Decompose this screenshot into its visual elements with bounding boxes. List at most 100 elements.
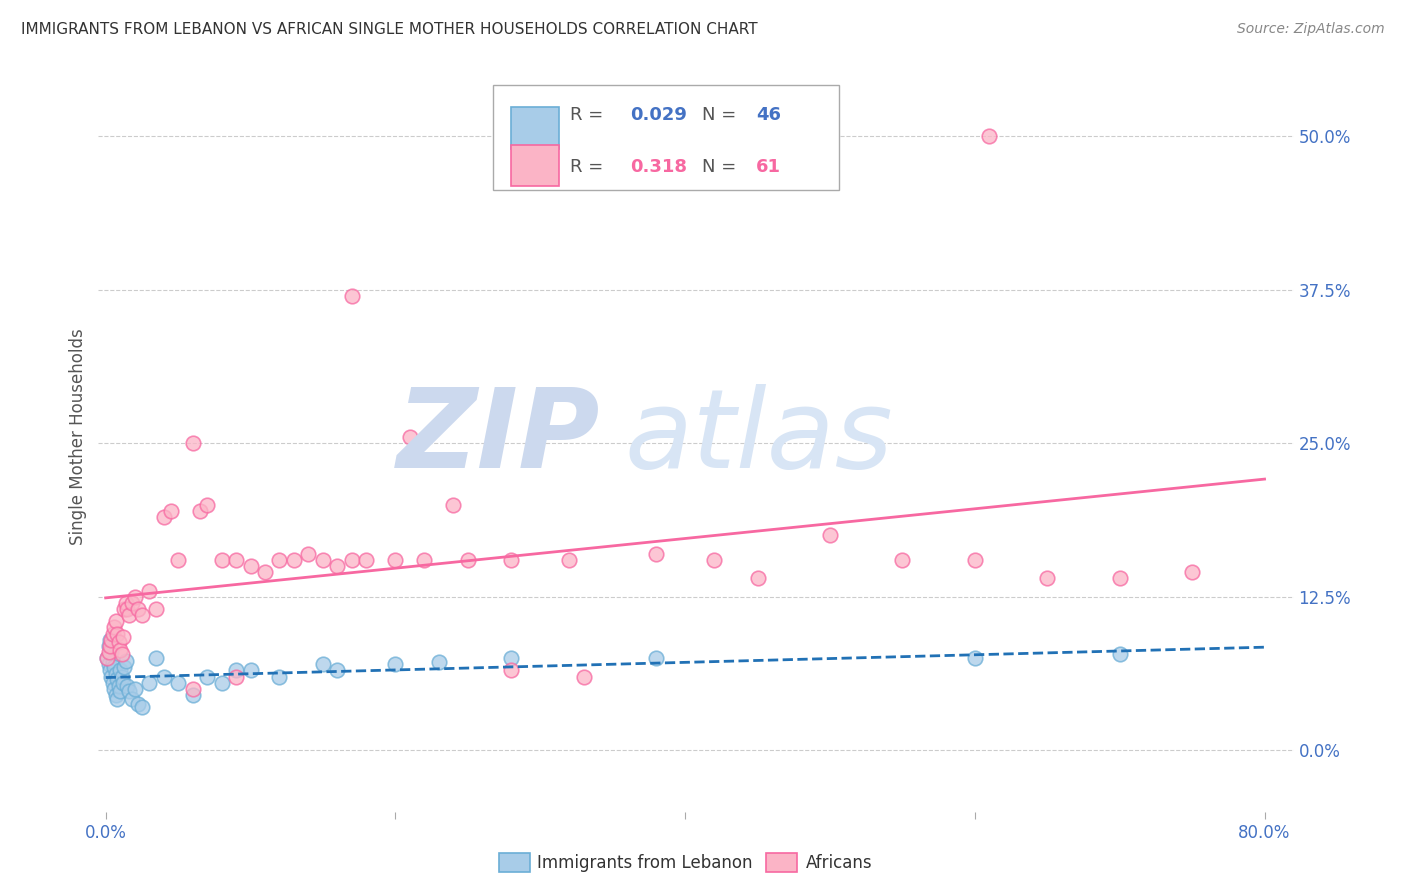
Point <box>501 664 523 678</box>
Point <box>145 602 167 616</box>
Point <box>225 553 247 567</box>
Point <box>98 664 121 678</box>
Point <box>115 596 138 610</box>
Point <box>138 675 160 690</box>
Point <box>108 664 131 678</box>
Point <box>195 498 218 512</box>
Point <box>127 602 149 616</box>
Point <box>356 553 378 567</box>
Point <box>1181 565 1204 579</box>
Point <box>112 675 135 690</box>
Point <box>645 547 668 561</box>
Point <box>384 657 406 672</box>
Point <box>211 675 233 690</box>
Point <box>413 553 436 567</box>
Point <box>427 655 450 669</box>
Point <box>645 651 668 665</box>
Point <box>181 436 204 450</box>
Point <box>110 670 132 684</box>
Point <box>105 691 128 706</box>
Bar <box>510 145 558 186</box>
Point <box>97 639 120 653</box>
Point <box>979 129 1001 144</box>
Point <box>131 608 153 623</box>
Point <box>118 684 141 698</box>
Point <box>103 620 125 634</box>
Point <box>152 510 174 524</box>
Text: 61: 61 <box>756 159 780 177</box>
Point <box>703 553 725 567</box>
Point <box>283 553 305 567</box>
Point <box>108 684 131 698</box>
Point <box>384 553 406 567</box>
Point <box>269 553 291 567</box>
Text: N =: N = <box>702 159 742 177</box>
Point <box>818 528 841 542</box>
Point <box>891 553 914 567</box>
Point <box>441 498 464 512</box>
Point <box>167 675 190 690</box>
Point <box>160 504 183 518</box>
Point <box>131 700 153 714</box>
Bar <box>510 107 558 149</box>
Point <box>124 681 146 696</box>
Point <box>239 664 262 678</box>
Point <box>100 632 122 647</box>
Point <box>558 553 581 567</box>
Point <box>121 691 143 706</box>
Point <box>121 596 143 610</box>
Point <box>312 657 335 672</box>
Point <box>101 626 124 640</box>
Point <box>101 675 124 690</box>
Point <box>124 590 146 604</box>
Text: N =: N = <box>702 106 742 124</box>
Point <box>114 602 136 616</box>
Point <box>1108 571 1130 585</box>
Point <box>501 553 523 567</box>
Point <box>97 645 120 659</box>
Point <box>108 642 131 657</box>
Point <box>747 571 769 585</box>
Y-axis label: Single Mother Households: Single Mother Households <box>69 329 87 545</box>
Point <box>104 615 127 629</box>
Point <box>115 654 138 668</box>
Point <box>326 664 349 678</box>
Point <box>195 670 218 684</box>
Point <box>326 559 349 574</box>
Text: R =: R = <box>571 159 609 177</box>
Point <box>112 630 135 644</box>
Text: Source: ZipAtlas.com: Source: ZipAtlas.com <box>1237 22 1385 37</box>
Point <box>105 672 128 686</box>
Text: 0.318: 0.318 <box>630 159 688 177</box>
Point <box>107 680 129 694</box>
Text: ZIP: ZIP <box>396 384 600 491</box>
Point <box>188 504 211 518</box>
Point <box>399 430 422 444</box>
Point <box>269 670 291 684</box>
Point <box>181 681 204 696</box>
Point <box>572 670 595 684</box>
Point <box>501 651 523 665</box>
Point <box>107 635 129 649</box>
Point <box>312 553 335 567</box>
Point <box>103 681 125 696</box>
Point <box>340 289 363 303</box>
Point <box>457 553 479 567</box>
Point <box>97 657 120 672</box>
Point <box>105 626 128 640</box>
Point <box>297 547 319 561</box>
Text: IMMIGRANTS FROM LEBANON VS AFRICAN SINGLE MOTHER HOUSEHOLDS CORRELATION CHART: IMMIGRANTS FROM LEBANON VS AFRICAN SINGL… <box>21 22 758 37</box>
Point <box>253 565 276 579</box>
Point <box>181 688 204 702</box>
Point <box>114 660 136 674</box>
FancyBboxPatch shape <box>494 85 839 190</box>
Point <box>100 670 122 684</box>
Point <box>225 670 247 684</box>
Point <box>98 632 121 647</box>
Point <box>104 667 127 681</box>
Text: Africans: Africans <box>806 854 872 871</box>
Point <box>100 645 122 659</box>
Point <box>96 651 118 665</box>
Point <box>1108 648 1130 662</box>
Point <box>225 664 247 678</box>
